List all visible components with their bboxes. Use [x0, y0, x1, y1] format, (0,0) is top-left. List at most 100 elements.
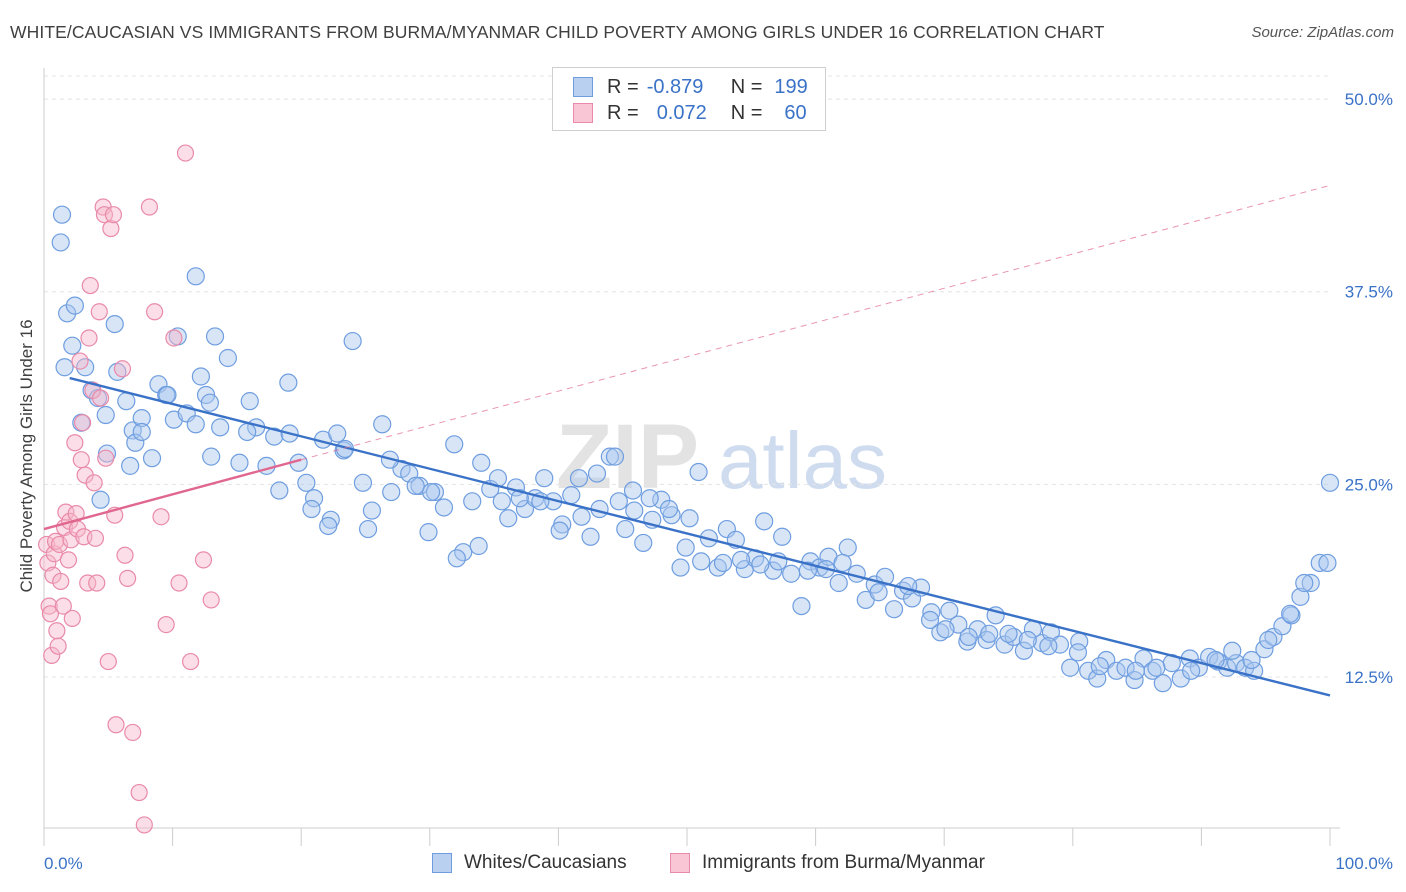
burma-point [72, 451, 90, 469]
white-point [373, 415, 392, 434]
burma-point [113, 360, 132, 378]
white-point [623, 481, 643, 500]
white-point [52, 205, 72, 224]
burma-point [45, 545, 63, 563]
burma-point [194, 551, 213, 569]
burma-point [49, 637, 67, 655]
bottom-swatch-white [432, 853, 452, 873]
white-point [587, 464, 607, 483]
y-tick-label: 50.0% [1345, 90, 1393, 109]
x-tick-label: 0.0% [44, 854, 83, 873]
white-point [200, 393, 219, 412]
burma-point [52, 572, 70, 591]
tick-labels: 12.5% 25.0% 37.5% 50.0% 0.0% 100.0% [44, 90, 1393, 873]
white-point [492, 492, 511, 511]
white-point [751, 555, 770, 574]
burma-point [202, 591, 220, 609]
white-point [362, 501, 382, 520]
white-point [884, 600, 904, 619]
burma-point [95, 206, 114, 224]
burma-point [157, 615, 175, 634]
white-point [51, 233, 70, 252]
white-point [132, 408, 151, 428]
white-point [55, 358, 74, 377]
white-point [202, 447, 221, 466]
white-trendline [69, 376, 1331, 697]
white-point [1125, 670, 1144, 690]
white-point [562, 486, 581, 505]
grid-lines [44, 75, 1330, 678]
white-point [463, 492, 482, 511]
white-point [829, 573, 848, 593]
white-point [572, 507, 591, 526]
white-point [605, 447, 625, 466]
burma-trendline-extension [301, 184, 1331, 461]
white-point [980, 624, 999, 643]
legend-r-value: 0.072 [656, 101, 707, 124]
white-point [1147, 658, 1166, 677]
axes [43, 68, 1340, 846]
white-point [1320, 473, 1340, 492]
white-point [600, 447, 619, 466]
burma-point [80, 329, 98, 347]
white-point [616, 519, 635, 539]
burma-point [59, 551, 78, 569]
white-point [96, 405, 115, 425]
white-point [833, 553, 852, 573]
white-point [91, 490, 110, 509]
watermark: ZIP atlas [556, 406, 887, 508]
white-point [792, 596, 811, 616]
burma-point [107, 716, 125, 734]
white-point [1039, 637, 1058, 656]
burma-point [91, 389, 110, 407]
burma-point [124, 723, 142, 742]
burma-point [71, 352, 89, 370]
white-point [240, 392, 259, 411]
burma-point [90, 303, 108, 321]
watermark-zip: ZIP [556, 406, 699, 508]
white-point [304, 489, 324, 508]
white-point [1171, 669, 1190, 688]
white-point [869, 583, 888, 602]
y-tick-label: 25.0% [1345, 475, 1393, 494]
burma-point [118, 569, 137, 587]
y-tick-label: 37.5% [1345, 283, 1393, 302]
burma-point [97, 449, 115, 467]
white-point [186, 267, 205, 286]
white-point [1126, 661, 1145, 680]
white-point [302, 499, 321, 519]
burma-point [99, 652, 117, 671]
white-point [569, 469, 589, 488]
white-point [671, 558, 690, 577]
white-point [550, 521, 569, 540]
white-point [999, 624, 1018, 643]
legend-swatch-burma [573, 103, 593, 123]
burma-point [104, 206, 123, 224]
white-point [297, 473, 316, 492]
burma-point [88, 574, 106, 592]
burma-trendline [43, 458, 302, 531]
burma-point [182, 652, 200, 671]
burma-point [170, 574, 188, 592]
burma-point [102, 219, 120, 238]
burma-point [41, 605, 60, 623]
bottom-swatch-burma [670, 853, 690, 873]
white-point [1090, 657, 1109, 676]
burma-point [152, 508, 170, 526]
white-point [1068, 643, 1088, 662]
white-point [1301, 573, 1320, 593]
x-tick-label: 100.0% [1335, 854, 1393, 873]
white-point [410, 476, 429, 496]
bottom-legend-label-burma: Immigrants from Burma/Myanmar [702, 852, 985, 873]
white-point [270, 481, 289, 500]
burma-point [48, 622, 66, 640]
white-point [1295, 573, 1314, 593]
legend-r-value: -0.879 [646, 75, 704, 98]
white-point [1116, 658, 1135, 677]
white-point [659, 499, 679, 519]
burma-point [116, 546, 134, 564]
burma-point [73, 414, 92, 432]
legend-row-burma: R = 0.072 N = 60 [573, 100, 807, 126]
legend-r-label: R = [607, 101, 639, 124]
